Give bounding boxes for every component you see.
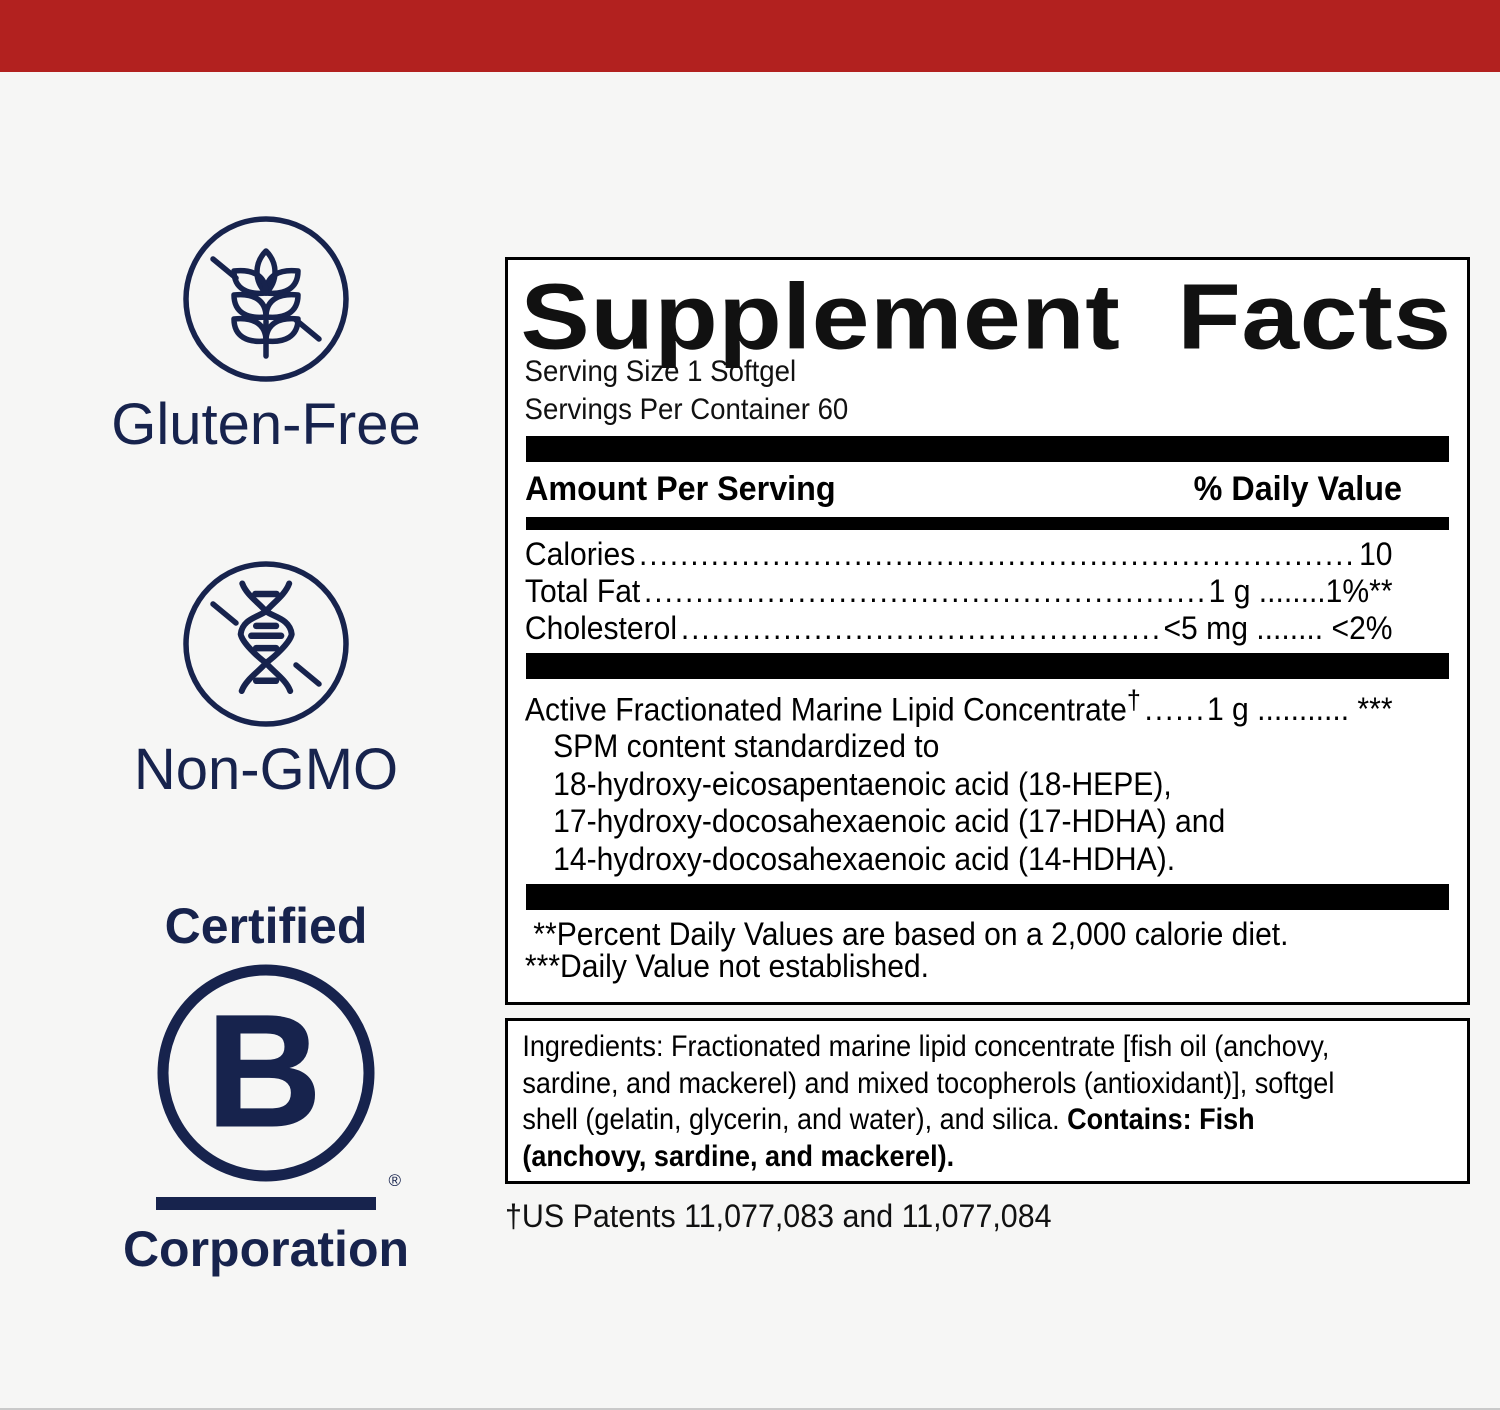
svg-text:B: B: [206, 981, 322, 1160]
